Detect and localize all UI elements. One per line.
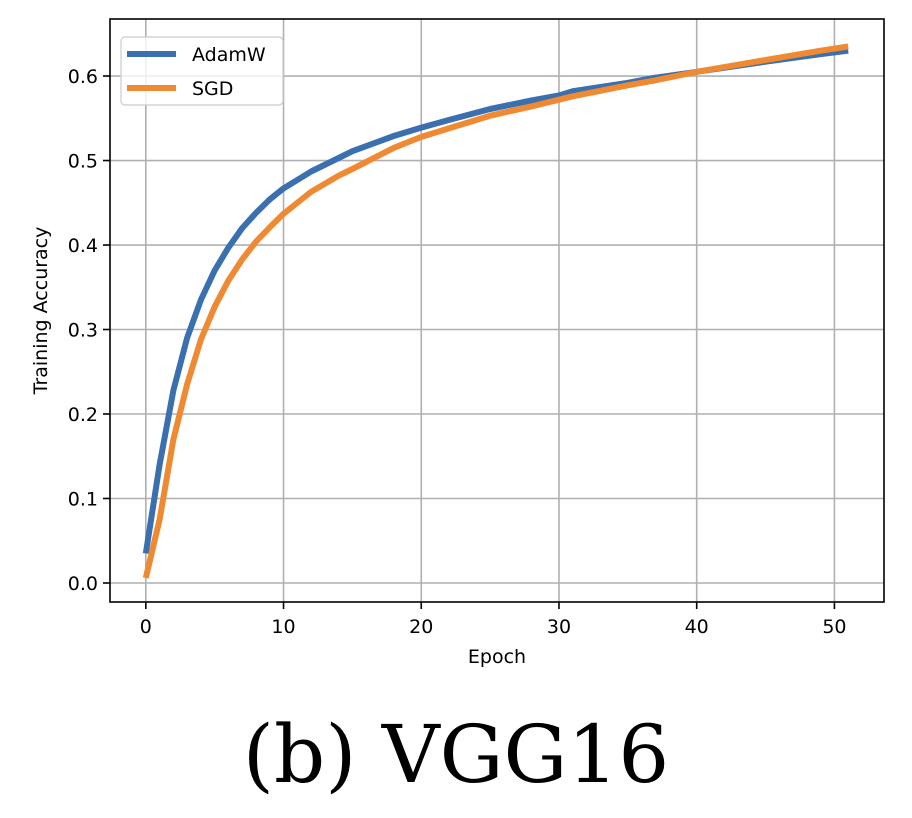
x-tick-label: 10 <box>271 616 295 638</box>
y-axis-label: Training Accuracy <box>30 227 52 396</box>
y-tick-label: 0.3 <box>68 320 98 342</box>
legend-label-sgd: SGD <box>192 78 233 100</box>
figure-caption: (b) VGG16 <box>242 708 670 801</box>
y-tick-label: 0.0 <box>68 573 98 595</box>
legend-label-adamw: AdamW <box>192 44 266 66</box>
y-tick-label: 0.5 <box>68 151 98 173</box>
x-tick-label: 20 <box>409 616 433 638</box>
ticks-layer: 0 10 20 30 40 50 0.0 0.1 0.2 0.3 0.4 0.5 0.6 <box>68 66 847 638</box>
y-tick-label: 0.4 <box>68 235 98 257</box>
chart: 0 10 20 30 40 50 0.0 0.1 0.2 0.3 0.4 0.5 0.6 Epoch T… <box>30 18 885 668</box>
series-line-adamw <box>142 47 849 554</box>
y-tick-label: 0.6 <box>68 66 98 88</box>
plot-frame <box>109 18 885 603</box>
y-tick-label: 0.1 <box>68 488 98 510</box>
y-tick-label: 0.2 <box>68 404 98 426</box>
x-tick-label: 50 <box>822 616 846 638</box>
x-tick-label: 40 <box>685 616 709 638</box>
x-tick-label: 0 <box>140 616 152 638</box>
grid-layer <box>110 19 884 602</box>
x-axis-label: Epoch <box>468 646 526 668</box>
x-tick-label: 30 <box>547 616 571 638</box>
legend: AdamW SGD <box>120 36 284 106</box>
series-line-sgd <box>142 43 849 579</box>
series-layer <box>142 43 849 579</box>
